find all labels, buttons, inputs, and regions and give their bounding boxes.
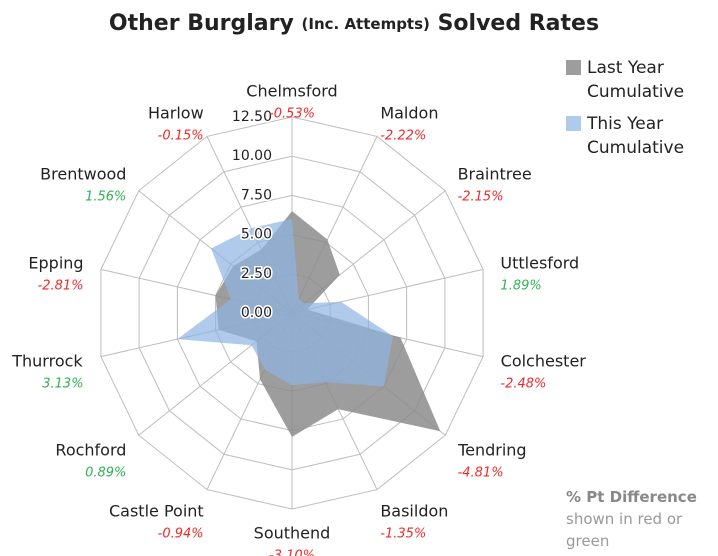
category-label: Harlow (148, 103, 204, 122)
legend-item: This Year Cumulative (566, 112, 716, 160)
difference-label: 3.13% (42, 377, 83, 392)
y-tick-label: 0.00 (241, 305, 272, 321)
difference-label: 0.89% (85, 465, 126, 480)
difference-label: -2.15% (458, 190, 504, 205)
difference-label: -1.35% (380, 527, 426, 542)
category-label: Braintree (458, 165, 532, 184)
difference-label: -4.81% (458, 465, 504, 480)
legend-swatch (566, 116, 581, 131)
category-label: Basildon (380, 502, 448, 521)
category-label: Rochford (55, 440, 126, 459)
difference-label: 1.89% (500, 278, 541, 293)
title-part: Other Burglary (109, 11, 294, 36)
difference-label: -0.53% (269, 107, 315, 122)
legend: Last Year Cumulative This Year Cumulative (566, 56, 716, 168)
category-label: Maldon (380, 103, 438, 122)
note-text: shown in red or green (566, 510, 683, 550)
title-part: Solved Rates (438, 11, 600, 36)
difference-label: -0.15% (158, 128, 204, 143)
difference-label: -2.81% (38, 278, 84, 293)
y-tick-label: 2.50 (241, 266, 272, 282)
category-label: Southend (254, 524, 331, 543)
legend-label: This Year Cumulative (587, 114, 685, 158)
category-label: Castle Point (109, 502, 204, 521)
legend-label: Last Year Cumulative (587, 58, 685, 102)
difference-label: -2.48% (500, 377, 546, 392)
category-label: Epping (28, 253, 83, 272)
legend-item: Last Year Cumulative (566, 56, 716, 104)
category-label: Brentwood (40, 165, 126, 184)
category-label: Uttlesford (500, 253, 579, 272)
difference-label: -3.10% (269, 549, 315, 556)
y-tick-label: 12.50 (232, 109, 272, 125)
series-area (177, 218, 393, 387)
difference-label: -2.22% (380, 128, 426, 143)
y-tick-label: 7.50 (241, 187, 272, 203)
y-tick-label: 5.00 (241, 227, 272, 243)
note: % Pt Difference shown in red or green (566, 486, 706, 552)
note-title: % Pt Difference (566, 488, 697, 506)
category-label: Colchester (501, 352, 587, 371)
legend-swatch (566, 60, 581, 75)
category-label: Tendring (457, 440, 527, 459)
chart-title: Other Burglary (Inc. Attempts) Solved Ra… (109, 11, 599, 36)
title-part: (Inc. Attempts) (302, 15, 430, 33)
difference-label: -0.94% (158, 527, 204, 542)
category-label: Thurrock (11, 352, 83, 371)
category-label: Chelmsford (246, 82, 337, 101)
y-tick-label: 10.00 (232, 148, 272, 164)
difference-label: 1.56% (85, 190, 126, 205)
